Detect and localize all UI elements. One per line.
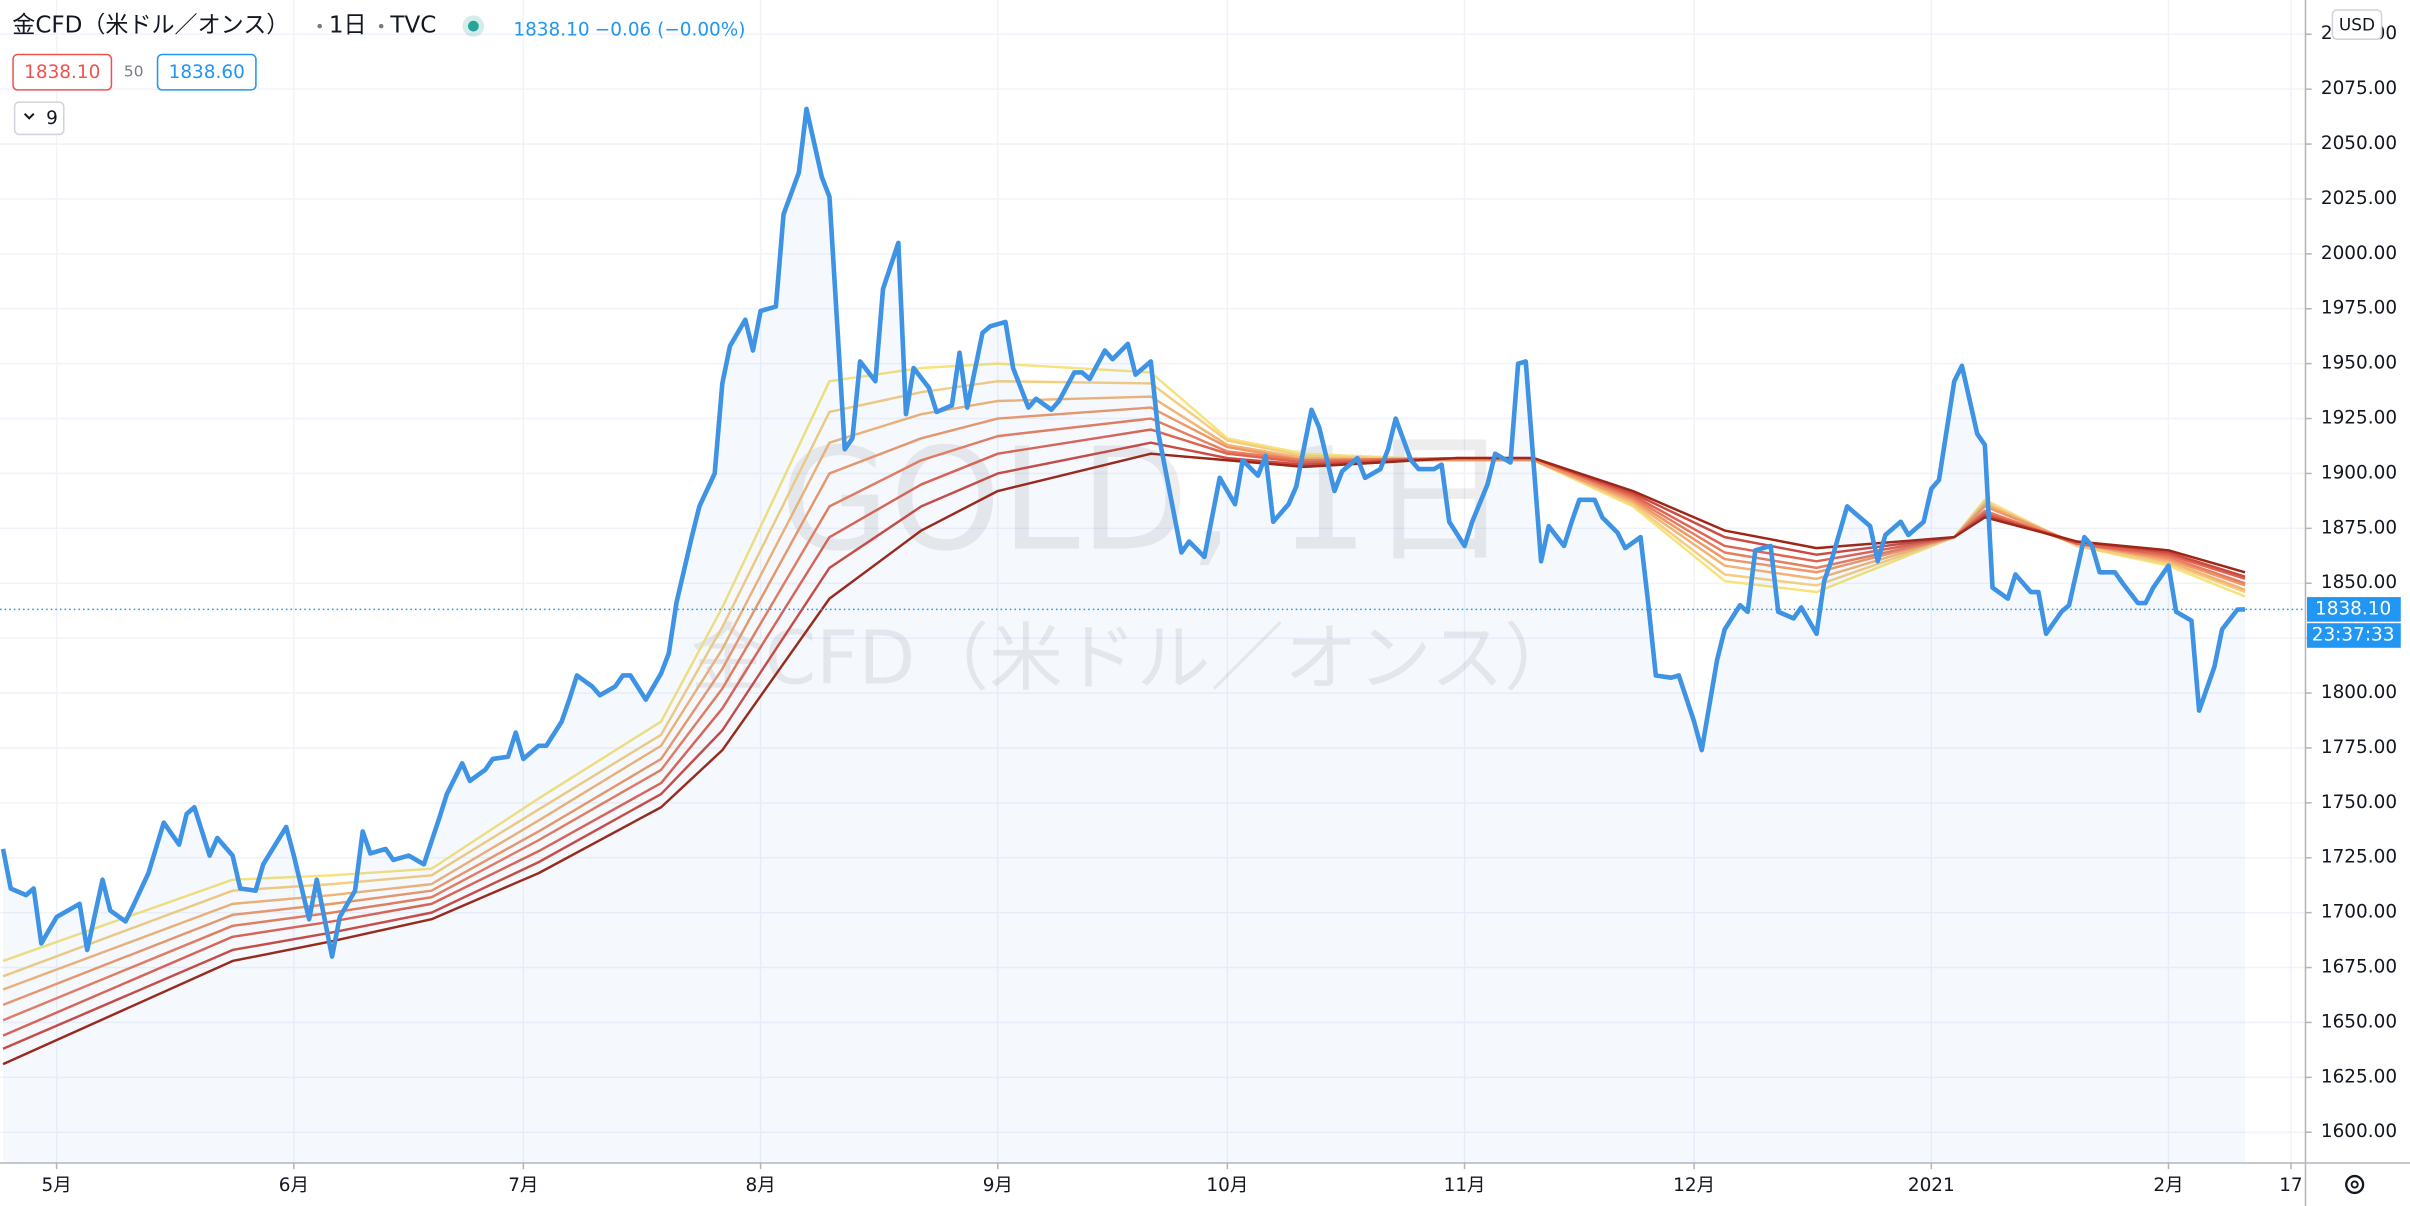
- y-tick-label: 2000.00: [2321, 243, 2397, 264]
- y-tick-label: 1700.00: [2321, 902, 2397, 923]
- gear-ring: [2345, 1174, 2365, 1195]
- symbol-name[interactable]: 金CFD（米ドル／オンス）: [12, 13, 289, 39]
- x-tick-label: 11月: [1444, 1175, 1486, 1196]
- sell-button[interactable]: [12, 53, 113, 91]
- y-tick-label: 1900.00: [2321, 462, 2397, 483]
- currency-button[interactable]: [2331, 9, 2383, 40]
- y-tick-label: 1800.00: [2321, 682, 2397, 703]
- buy-button[interactable]: [156, 53, 257, 91]
- y-tick-label: 1675.00: [2321, 957, 2397, 978]
- spread: 50: [124, 63, 144, 81]
- y-tick-label: 1725.00: [2321, 847, 2397, 868]
- plot-area: [0, 106, 2306, 1163]
- x-tick-label: 9月: [983, 1175, 1013, 1196]
- x-tick-label: 12月: [1673, 1175, 1715, 1196]
- buy-price[interactable]: 1838.60: [169, 62, 245, 83]
- y-tick-label: 1750.00: [2321, 792, 2397, 813]
- y-tick-label: 1600.00: [2321, 1121, 2397, 1142]
- y-tick-label: 1650.00: [2321, 1011, 2397, 1032]
- settings-icon[interactable]: [2345, 1174, 2365, 1195]
- last-price-label: 1838.10: [2315, 598, 2391, 619]
- currency[interactable]: USD: [2339, 14, 2375, 34]
- y-tick-label: 1925.00: [2321, 408, 2397, 429]
- y-tick-label: 2050.00: [2321, 133, 2397, 154]
- x-tick-label: 8月: [746, 1175, 776, 1196]
- sell-price[interactable]: 1838.10: [24, 62, 100, 83]
- countdown-box: [2307, 623, 2401, 648]
- chevron-icon: [23, 112, 35, 120]
- y-tick-label: 1625.00: [2321, 1066, 2397, 1087]
- x-tick-label: 5月: [42, 1175, 72, 1196]
- indicators-toggle[interactable]: [13, 101, 65, 136]
- y-tick-label: 1775.00: [2321, 737, 2397, 758]
- y-tick-label: 1950.00: [2321, 353, 2397, 374]
- x-tick-label: 17: [2279, 1175, 2302, 1196]
- y-tick-label: 2075.00: [2321, 78, 2397, 99]
- y-tick-label: 2025.00: [2321, 188, 2397, 209]
- x-tick-label: 2021: [1908, 1175, 1955, 1196]
- price-area: [3, 108, 2246, 1163]
- axes: 1600.00 1625.00 1650.00 1675.00 1700.00 1725.…: [42, 23, 2401, 1196]
- market-status[interactable]: [468, 20, 479, 32]
- interval[interactable]: 1日: [329, 13, 367, 39]
- y-tick-label: 1875.00: [2321, 517, 2397, 538]
- y-tick-label: 1975.00: [2321, 298, 2397, 319]
- x-tick-label: 7月: [508, 1175, 538, 1196]
- x-tick-label: 10月: [1206, 1175, 1248, 1196]
- x-tick-label: 6月: [279, 1175, 309, 1196]
- ma-ribbon-line: [2, 452, 2246, 1066]
- header-change: −0.06 (−0.00%): [595, 20, 746, 41]
- y-tick-label: 1850.00: [2321, 572, 2397, 593]
- last-price-box: [2307, 597, 2401, 622]
- watermark-subtitle: 金CFD（米ドル／オンス）: [691, 617, 1578, 702]
- separator-dot: [317, 23, 322, 29]
- x-tick-label: 2月: [2153, 1175, 2183, 1196]
- price-line: [0, 106, 2246, 959]
- separator-dot: [378, 23, 384, 29]
- exchange: TVC: [389, 13, 436, 39]
- indicator-count: 9: [46, 108, 58, 129]
- gear-hub: [2350, 1180, 2359, 1189]
- countdown-label: 23:37:33: [2312, 625, 2395, 646]
- header-price: 1838.10: [513, 20, 589, 41]
